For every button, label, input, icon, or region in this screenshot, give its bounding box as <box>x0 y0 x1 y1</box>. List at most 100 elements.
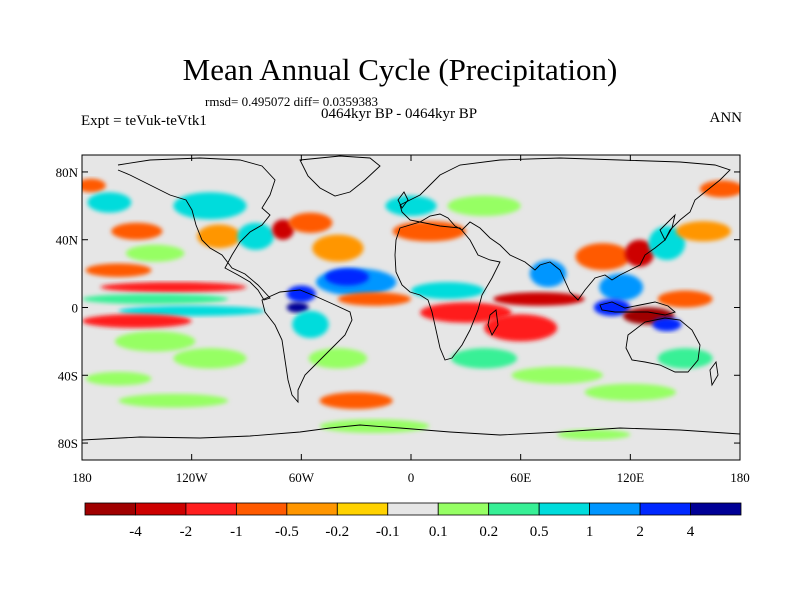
anomaly-patch <box>82 178 106 193</box>
coast-north-america <box>117 157 276 301</box>
anomaly-patch <box>272 219 295 240</box>
anomaly-patch <box>325 268 369 286</box>
colorbar-label: 4 <box>687 524 695 540</box>
anomaly-patch <box>575 243 631 271</box>
coast-madagascar <box>487 309 499 337</box>
coastlines <box>82 155 740 441</box>
coast-south-america <box>261 289 353 404</box>
x-tick-label: 0 <box>408 470 415 485</box>
colorbar-label: 1 <box>586 524 594 540</box>
coast-new-zealand <box>709 360 719 387</box>
anomaly-patch <box>657 290 713 308</box>
page-title: Mean Annual Cycle (Precipitation) <box>182 52 618 87</box>
y-tick-label: 40S <box>58 368 78 383</box>
y-tick-label: 0 <box>72 301 79 316</box>
anomaly-patch <box>420 302 512 323</box>
anomaly-patch <box>85 263 152 277</box>
anomaly-patch <box>114 331 196 352</box>
anomaly-patch <box>447 195 521 216</box>
experiment-label: Expt = teVuk-teVtk1 <box>81 113 207 129</box>
coast-antarctica <box>82 424 740 441</box>
x-tick-label: 60W <box>289 470 315 485</box>
anomaly-patch <box>173 192 247 220</box>
colorbar-label: 0.1 <box>429 524 448 540</box>
anomaly-patch <box>652 317 682 332</box>
anomaly-patch <box>319 392 393 410</box>
y-tick-label: 40N <box>56 233 79 248</box>
anomaly-patch <box>676 221 731 242</box>
anomaly-patch <box>529 260 567 288</box>
anomaly-patch <box>85 371 152 386</box>
map-axes: 180 120W 60W 0 60E 120E 180 80N 40N 0 40S 80S <box>56 155 750 485</box>
colorbar-label: 0.2 <box>479 524 498 540</box>
coast-australia <box>625 317 701 373</box>
colorbar-swatch <box>589 502 641 516</box>
anomaly-patch <box>87 192 132 213</box>
colorbar-swatch <box>488 502 540 516</box>
anomaly-patch <box>308 348 368 369</box>
colorbar-label: -0.5 <box>275 524 299 540</box>
colorbar-swatch <box>185 502 237 516</box>
season-label: ANN <box>709 110 743 126</box>
anomaly-patch <box>599 273 644 301</box>
colorbar-label: -4 <box>129 524 142 540</box>
anomaly-patch <box>292 310 329 339</box>
rmsd-diff-stats: rmsd= 0.495072 diff= 0.0359383 <box>205 94 378 109</box>
anomaly-patch <box>392 221 466 242</box>
anomaly-patch <box>125 244 185 262</box>
colorbar-label: -0.1 <box>376 524 400 540</box>
colorbar-swatch <box>690 502 742 516</box>
anomaly-patch <box>173 348 247 369</box>
anomaly-patch <box>82 314 192 328</box>
anomaly-patch <box>111 222 163 240</box>
anomaly-patch <box>511 366 603 384</box>
coast-africa <box>394 221 501 361</box>
anomaly-patch <box>657 348 713 369</box>
anomaly-patch <box>337 292 412 306</box>
anomaly-patch <box>557 429 631 440</box>
anomaly-patch <box>197 224 242 249</box>
anomaly-patch <box>584 383 677 401</box>
anomaly-patch <box>286 285 316 303</box>
colorbar-swatch <box>286 502 338 516</box>
anomaly-patch <box>118 393 229 408</box>
anomaly-patch <box>699 180 740 198</box>
coast-british-isles <box>397 191 409 209</box>
anomaly-patch <box>411 282 485 300</box>
anomaly-patch <box>451 348 518 369</box>
anomaly-patch <box>648 226 686 261</box>
colorbar-swatch <box>639 502 691 516</box>
x-tick-label: 120E <box>617 470 645 485</box>
coast-greenland <box>299 155 381 197</box>
x-tick-label: 180 <box>72 470 92 485</box>
colorbar-label: 2 <box>636 524 644 540</box>
colorbar-label: -2 <box>180 524 193 540</box>
precipitation-field <box>82 178 740 440</box>
anomaly-patch <box>100 282 247 293</box>
colorbar-swatch <box>387 502 439 516</box>
anomaly-patch <box>286 302 309 313</box>
period-label: 0464kyr BP - 0464kyr BP <box>321 106 478 122</box>
colorbar: -4 -2 -1 -0.5 -0.2 -0.1 0.1 0.2 0.5 1 2 4 <box>84 502 742 540</box>
anomaly-patch <box>237 222 274 250</box>
coast-japan <box>659 213 676 241</box>
x-tick-label: 120W <box>176 470 209 485</box>
colorbar-swatch <box>84 502 136 516</box>
x-tick-label: 180 <box>730 470 750 485</box>
anomaly-patch <box>312 234 364 262</box>
coast-indonesia <box>599 301 676 316</box>
y-tick-label: 80S <box>58 436 78 451</box>
colorbar-swatch <box>135 502 187 516</box>
anomaly-patch <box>484 314 558 342</box>
anomaly-patch <box>493 292 585 306</box>
colorbar-swatch <box>538 502 591 516</box>
anomaly-patch <box>385 195 437 216</box>
anomaly-patch <box>288 212 333 233</box>
anomaly-patch <box>118 305 265 316</box>
colorbar-swatch <box>336 502 389 516</box>
colorbar-label: -1 <box>230 524 243 540</box>
anomaly-patch <box>82 293 229 305</box>
y-tick-label: 80N <box>56 165 79 180</box>
colorbar-label: -0.2 <box>325 524 349 540</box>
